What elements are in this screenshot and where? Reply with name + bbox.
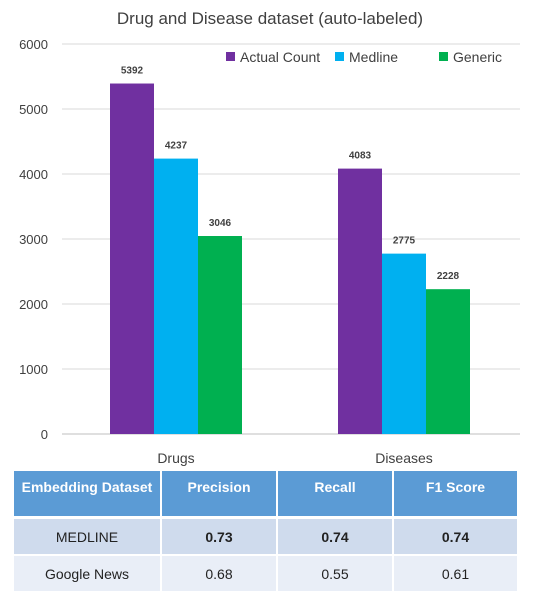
cell-f1: 0.74 [394, 519, 519, 556]
legend-label: Actual Count [240, 49, 320, 65]
table-row: MEDLINE 0.73 0.74 0.74 [14, 519, 519, 556]
legend-swatch [335, 52, 344, 61]
y-tick-label: 3000 [19, 232, 48, 247]
data-label: 2775 [393, 236, 416, 247]
bar [154, 158, 198, 434]
y-tick-label: 6000 [19, 37, 48, 52]
cell-recall: 0.55 [278, 556, 394, 593]
bar [338, 168, 382, 435]
x-tick-label: Drugs [157, 450, 194, 466]
bars [110, 83, 470, 435]
legend-swatch [439, 52, 448, 61]
cell-precision: 0.68 [162, 556, 278, 593]
bar [382, 253, 426, 434]
legend: Actual Count Medline Generic [226, 49, 502, 65]
y-tick-label: 2000 [19, 297, 48, 312]
header-precision: Precision [162, 471, 278, 519]
legend-swatch [226, 52, 235, 61]
y-tick-label: 0 [41, 427, 48, 442]
data-label: 4237 [165, 141, 188, 152]
y-axis: 0 1000 2000 3000 4000 5000 6000 [19, 37, 48, 442]
x-axis: Drugs Diseases [157, 450, 432, 466]
data-label: 4083 [349, 151, 372, 162]
data-label: 3046 [209, 218, 232, 229]
data-labels: 5392 4237 3046 4083 2775 2228 [121, 66, 460, 283]
legend-label: Generic [453, 49, 502, 65]
cell-dataset: MEDLINE [14, 519, 162, 556]
header-embedding-dataset: Embedding Dataset [14, 471, 162, 519]
cell-precision: 0.73 [162, 519, 278, 556]
bar [426, 289, 470, 434]
cell-f1: 0.61 [394, 556, 519, 593]
x-tick-label: Diseases [375, 450, 433, 466]
chart-title: Drug and Disease dataset (auto-labeled) [117, 9, 423, 28]
header-f1-score: F1 Score [394, 471, 519, 519]
bar [198, 236, 242, 434]
cell-recall: 0.74 [278, 519, 394, 556]
bar-chart: Drug and Disease dataset (auto-labeled) … [19, 9, 520, 466]
data-label: 2228 [437, 271, 460, 282]
table-row: Google News 0.68 0.55 0.61 [14, 556, 519, 593]
legend-label: Medline [349, 49, 398, 65]
y-tick-label: 4000 [19, 167, 48, 182]
header-recall: Recall [278, 471, 394, 519]
table-header-row: Embedding Dataset Precision Recall F1 Sc… [14, 471, 519, 519]
data-label: 5392 [121, 66, 144, 77]
metrics-table: Embedding Dataset Precision Recall F1 Sc… [14, 471, 519, 593]
bar [110, 83, 154, 435]
cell-dataset: Google News [14, 556, 162, 593]
y-tick-label: 5000 [19, 102, 48, 117]
y-tick-label: 1000 [19, 362, 48, 377]
